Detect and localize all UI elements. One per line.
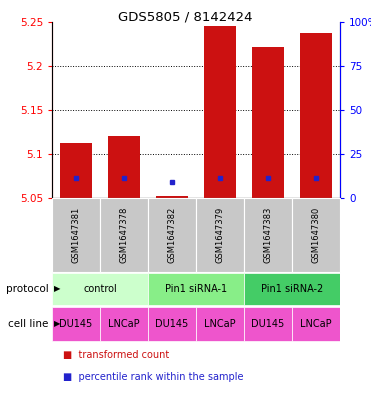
Bar bbox=[196, 198, 244, 272]
Bar bbox=[244, 273, 340, 305]
Text: ▶: ▶ bbox=[54, 285, 60, 294]
Bar bbox=[148, 198, 196, 272]
Text: LNCaP: LNCaP bbox=[300, 319, 332, 329]
Text: Pin1 siRNA-2: Pin1 siRNA-2 bbox=[261, 284, 323, 294]
Text: GSM1647380: GSM1647380 bbox=[312, 207, 321, 263]
Text: control: control bbox=[83, 284, 117, 294]
Text: DU145: DU145 bbox=[252, 319, 285, 329]
Text: ▶: ▶ bbox=[54, 320, 60, 329]
Bar bbox=[52, 307, 100, 341]
Bar bbox=[292, 307, 340, 341]
Text: LNCaP: LNCaP bbox=[108, 319, 140, 329]
Bar bbox=[100, 307, 148, 341]
Bar bbox=[204, 26, 236, 198]
Text: GSM1647383: GSM1647383 bbox=[263, 207, 273, 263]
Text: LNCaP: LNCaP bbox=[204, 319, 236, 329]
Bar bbox=[100, 198, 148, 272]
Text: DU145: DU145 bbox=[59, 319, 93, 329]
Bar bbox=[148, 307, 196, 341]
Text: DU145: DU145 bbox=[155, 319, 188, 329]
Bar bbox=[157, 196, 188, 198]
Bar bbox=[148, 273, 244, 305]
Bar bbox=[292, 198, 340, 272]
Bar bbox=[196, 307, 244, 341]
Text: Pin1 siRNA-1: Pin1 siRNA-1 bbox=[165, 284, 227, 294]
Bar bbox=[244, 198, 292, 272]
Bar bbox=[52, 198, 100, 272]
Text: GSM1647382: GSM1647382 bbox=[167, 207, 177, 263]
Text: GSM1647379: GSM1647379 bbox=[216, 207, 224, 263]
Bar bbox=[252, 47, 283, 198]
Bar bbox=[52, 273, 148, 305]
Text: protocol: protocol bbox=[6, 284, 48, 294]
Text: ■  percentile rank within the sample: ■ percentile rank within the sample bbox=[63, 371, 244, 382]
Text: GSM1647381: GSM1647381 bbox=[72, 207, 81, 263]
Bar bbox=[301, 33, 332, 198]
Text: GDS5805 / 8142424: GDS5805 / 8142424 bbox=[118, 10, 253, 23]
Bar bbox=[244, 307, 292, 341]
Text: ■  transformed count: ■ transformed count bbox=[63, 350, 170, 360]
Text: GSM1647378: GSM1647378 bbox=[119, 207, 128, 263]
Bar bbox=[108, 136, 139, 198]
Text: cell line: cell line bbox=[8, 319, 48, 329]
Bar bbox=[60, 143, 92, 198]
